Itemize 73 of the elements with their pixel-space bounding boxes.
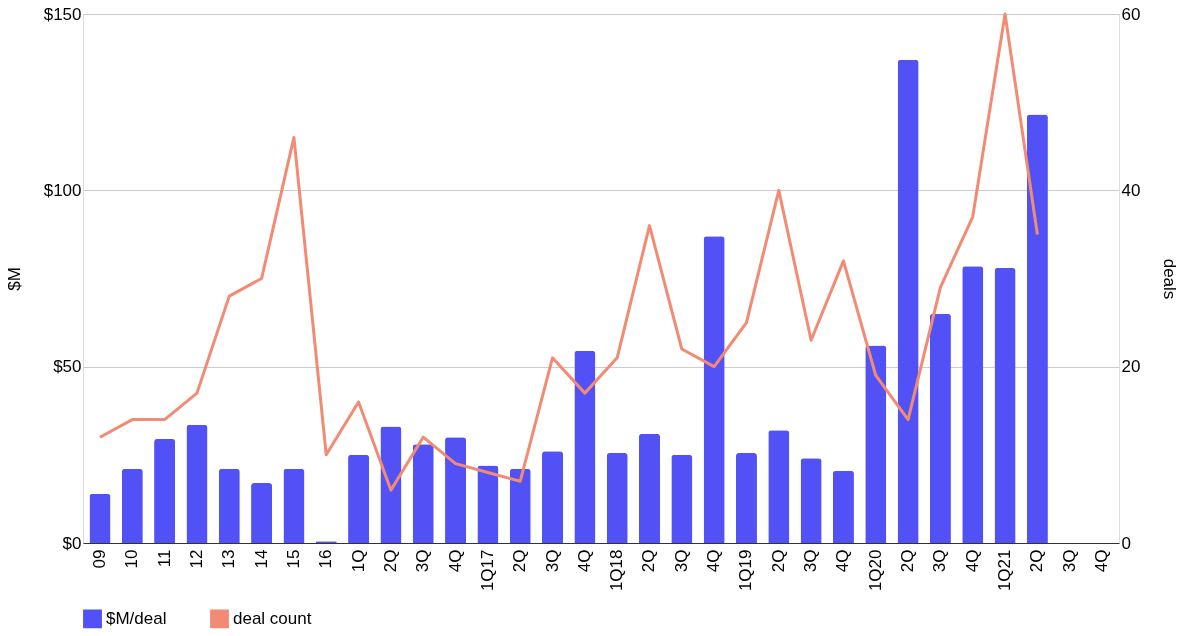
x-tick-label: 3Q bbox=[930, 549, 950, 573]
y-tick-label: $0 bbox=[62, 533, 82, 553]
x-tick-label: 3Q bbox=[671, 549, 691, 573]
x-tick-label: 11 bbox=[154, 549, 174, 568]
x-tick-label: 4Q bbox=[833, 549, 853, 573]
bar bbox=[897, 59, 919, 543]
y2-tick-label: 20 bbox=[1121, 357, 1141, 377]
bar bbox=[638, 433, 660, 543]
x-tick-label: 4Q bbox=[962, 549, 982, 573]
bar bbox=[509, 468, 531, 543]
x-tick-label: 1Q20 bbox=[865, 549, 885, 592]
bar bbox=[671, 454, 693, 543]
bar bbox=[542, 451, 564, 543]
bar bbox=[865, 345, 887, 543]
x-tick-label: 1Q bbox=[348, 549, 368, 573]
bar bbox=[606, 453, 628, 543]
x-tick-label: 09 bbox=[89, 549, 109, 569]
y-tick-label: $150 bbox=[43, 4, 82, 24]
bar bbox=[735, 453, 757, 543]
bar bbox=[832, 470, 854, 543]
bar bbox=[994, 267, 1016, 543]
bar bbox=[154, 438, 176, 543]
legend-label: $M/deal bbox=[106, 608, 167, 628]
bar bbox=[477, 465, 499, 543]
bar bbox=[703, 236, 725, 543]
bar bbox=[800, 458, 822, 543]
x-tick-label: 13 bbox=[219, 549, 239, 569]
bar bbox=[348, 454, 370, 543]
x-tick-label: 2Q bbox=[639, 549, 659, 573]
x-tick-label: 4Q bbox=[704, 549, 724, 573]
bar bbox=[1026, 114, 1048, 543]
x-tick-label: 4Q bbox=[445, 549, 465, 573]
x-tick-label: 1Q18 bbox=[607, 549, 627, 592]
x-tick-label: 1Q17 bbox=[477, 549, 497, 592]
x-tick-label: 16 bbox=[316, 549, 336, 569]
bar bbox=[962, 266, 984, 543]
x-tick-label: 1Q19 bbox=[736, 549, 756, 592]
y-tick-label: $50 bbox=[53, 357, 82, 377]
bar bbox=[574, 350, 596, 543]
x-tick-label: 3Q bbox=[413, 549, 433, 573]
bar bbox=[412, 444, 434, 543]
y-axis-title: $M bbox=[4, 267, 24, 291]
bar bbox=[121, 468, 143, 543]
bar bbox=[251, 483, 273, 543]
x-tick-label: 4Q bbox=[1092, 549, 1112, 573]
bar bbox=[218, 468, 240, 543]
bar bbox=[445, 437, 467, 543]
x-tick-label: 2Q bbox=[1027, 549, 1047, 573]
x-tick-label: 2Q bbox=[510, 549, 530, 573]
legend-label: deal count bbox=[233, 608, 312, 628]
x-tick-label: 14 bbox=[251, 549, 271, 569]
bar bbox=[283, 468, 305, 543]
bar bbox=[929, 313, 951, 543]
x-tick-label: 15 bbox=[283, 549, 303, 569]
line-series bbox=[98, 12, 1039, 492]
y2-tick-label: 60 bbox=[1121, 4, 1141, 24]
x-tick-label: 3Q bbox=[801, 549, 821, 573]
x-tick-label: 3Q bbox=[542, 549, 562, 573]
x-tick-label: 2Q bbox=[898, 549, 918, 573]
x-tick-label: 1Q21 bbox=[995, 549, 1015, 592]
bar bbox=[186, 424, 208, 543]
y2-tick-label: 0 bbox=[1121, 533, 1131, 553]
bar bbox=[768, 430, 790, 543]
x-tick-label: 2Q bbox=[768, 549, 788, 573]
y2-tick-label: 40 bbox=[1121, 180, 1141, 200]
y-tick-label: $100 bbox=[43, 180, 82, 200]
x-tick-label: 12 bbox=[186, 549, 206, 569]
x-tick-label: 2Q bbox=[380, 549, 400, 573]
x-tick-label: 10 bbox=[122, 549, 142, 569]
x-tick-label: 3Q bbox=[1059, 549, 1079, 573]
bar bbox=[89, 493, 111, 543]
y2-axis-title: deals bbox=[1160, 258, 1180, 300]
x-tick-label: 4Q bbox=[574, 549, 594, 573]
